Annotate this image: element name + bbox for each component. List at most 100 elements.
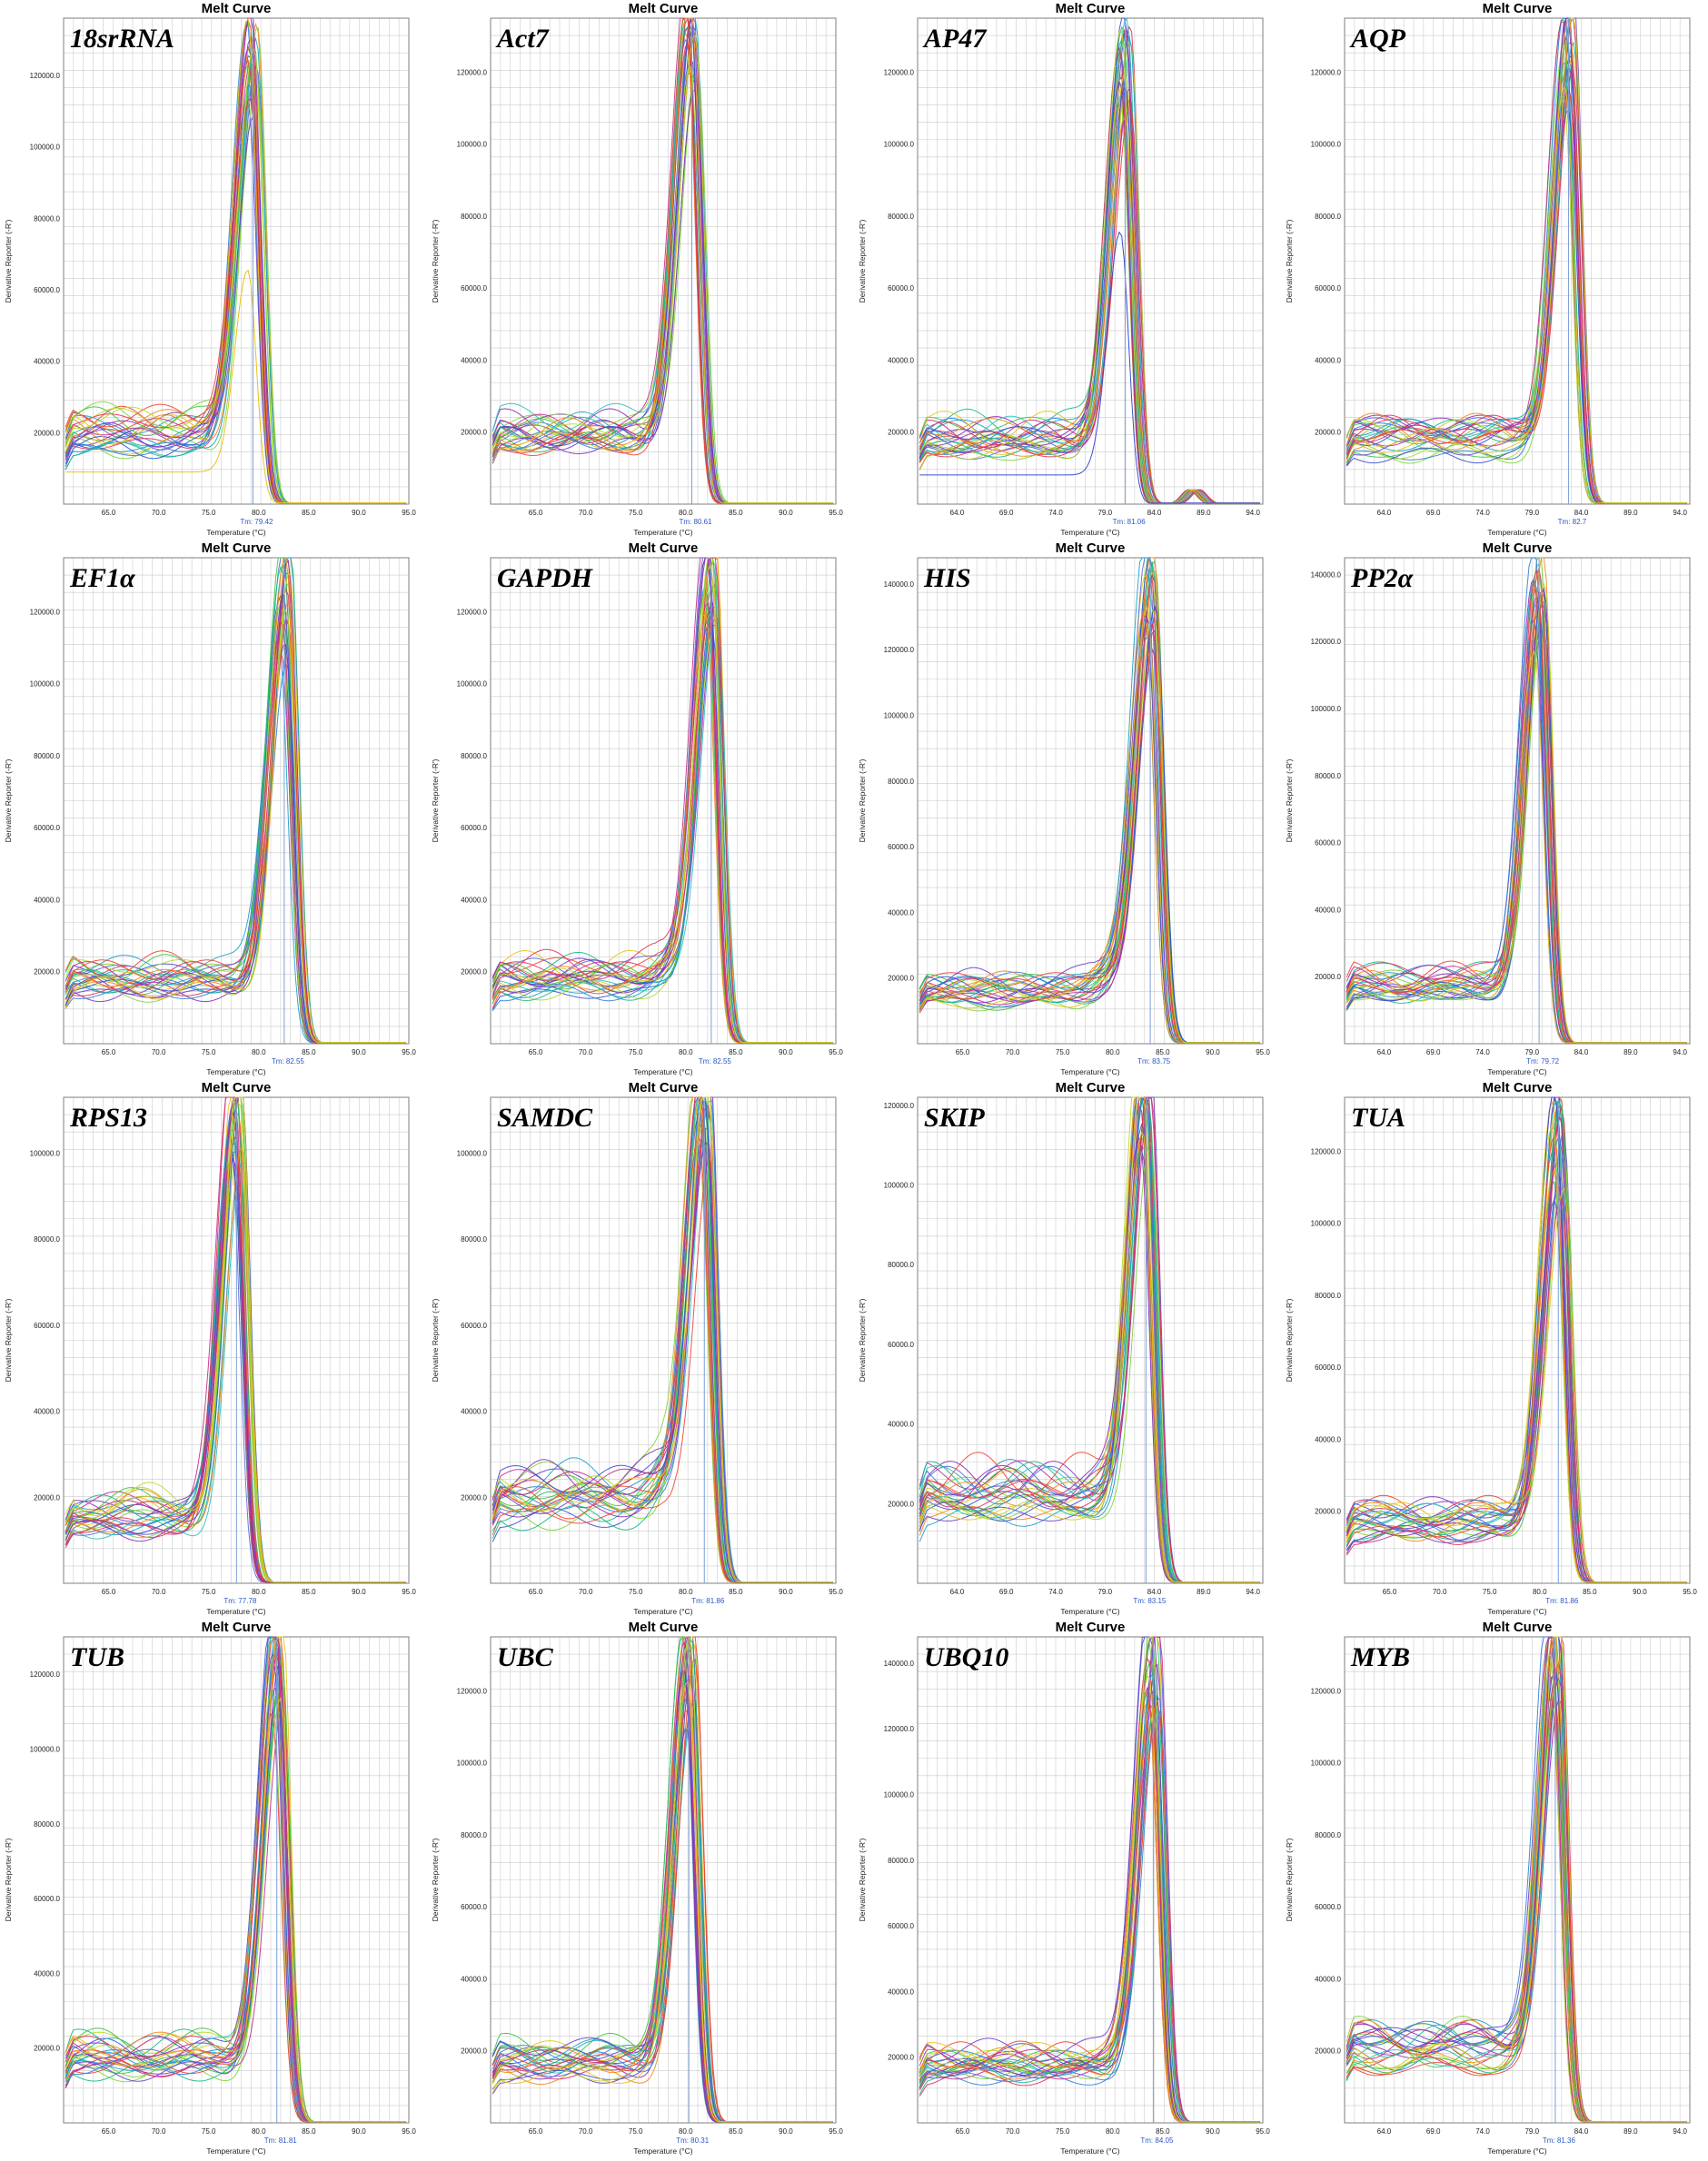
melt-curve bbox=[919, 1686, 1260, 2123]
y-tick-label: 60000.0 bbox=[461, 1322, 487, 1330]
y-axis-label: Derivative Reporter (-R') bbox=[431, 1838, 440, 1921]
melt-curve bbox=[919, 557, 1260, 1044]
chart-title: Melt Curve bbox=[629, 1080, 699, 1095]
plot-frame bbox=[63, 17, 410, 505]
melt-curve bbox=[492, 1636, 833, 2123]
melt-curve bbox=[492, 30, 833, 504]
tm-label: Tm: 83.75 bbox=[1137, 1057, 1171, 1066]
y-tick-label: 140000.0 bbox=[1311, 570, 1342, 579]
y-tick-label: 40000.0 bbox=[461, 1408, 487, 1416]
y-tick-label: 20000.0 bbox=[34, 968, 60, 976]
melt-curve-panel: Melt Curve 18srRNA 20000.0 40000.0 60000.0 80… bbox=[0, 0, 427, 540]
y-tick-label: 120000.0 bbox=[457, 1687, 488, 1695]
y-tick-label: 80000.0 bbox=[461, 752, 487, 760]
x-axis-label: Temperature (°C) bbox=[206, 528, 265, 537]
melt-curve bbox=[492, 557, 833, 1044]
x-tick-label: 64.0 bbox=[1377, 1048, 1392, 1056]
plot-frame bbox=[490, 17, 837, 505]
x-tick-label: 70.0 bbox=[152, 1588, 166, 1596]
tm-label: Tm: 81.36 bbox=[1543, 2136, 1576, 2145]
y-tick-label: 20000.0 bbox=[461, 2047, 487, 2056]
x-axis-label: Temperature (°C) bbox=[1060, 1067, 1119, 1076]
x-tick-label: 74.0 bbox=[1048, 509, 1063, 517]
y-tick-label: 80000.0 bbox=[888, 1857, 914, 1865]
melt-curve bbox=[492, 582, 833, 1044]
x-tick-label: 85.0 bbox=[302, 509, 316, 517]
y-tick-label: 80000.0 bbox=[34, 752, 60, 760]
y-tick-label: 80000.0 bbox=[888, 1261, 914, 1269]
chart-title: Melt Curve bbox=[629, 1620, 699, 1635]
y-tick-label: 120000.0 bbox=[884, 68, 915, 76]
x-tick-label: 65.0 bbox=[529, 1048, 543, 1056]
x-axis-label: Temperature (°C) bbox=[206, 1067, 265, 1076]
x-axis-label: Temperature (°C) bbox=[1487, 528, 1546, 537]
x-tick-label: 65.0 bbox=[529, 2127, 543, 2136]
curve-group bbox=[492, 17, 833, 504]
melt-curve bbox=[919, 1119, 1260, 1583]
y-tick-label: 100000.0 bbox=[457, 1760, 488, 1768]
melt-curve-chart: Melt Curve TUA 20000.0 40000.0 60000.0 80000.… bbox=[1285, 1080, 1697, 1616]
y-tick-label: 20000.0 bbox=[1315, 1508, 1341, 1516]
melt-curve bbox=[919, 86, 1260, 504]
x-axis-label: Temperature (°C) bbox=[633, 1067, 692, 1076]
plot-frame bbox=[1344, 1636, 1691, 2124]
tm-label: Tm: 82.55 bbox=[272, 1057, 305, 1066]
gene-label: HIS bbox=[923, 563, 971, 593]
melt-curve bbox=[1346, 1704, 1687, 2123]
gene-label: TUB bbox=[70, 1642, 124, 1672]
y-tick-label: 80000.0 bbox=[34, 1235, 60, 1244]
melt-curve bbox=[919, 51, 1260, 504]
chart-title: Melt Curve bbox=[202, 1080, 272, 1095]
melt-curve bbox=[492, 30, 833, 504]
melt-curve bbox=[919, 1643, 1260, 2123]
y-tick-label: 60000.0 bbox=[34, 824, 60, 832]
melt-curve bbox=[65, 1636, 406, 2123]
y-tick-label: 40000.0 bbox=[34, 1408, 60, 1416]
tm-label: Tm: 81.86 bbox=[691, 1597, 725, 1605]
x-tick-label: 69.0 bbox=[1426, 1048, 1441, 1056]
x-tick-label: 75.0 bbox=[202, 509, 216, 517]
x-tick-label: 79.0 bbox=[1524, 2127, 1539, 2136]
y-tick-label: 60000.0 bbox=[1315, 1363, 1341, 1372]
y-tick-label: 60000.0 bbox=[1315, 839, 1341, 848]
x-tick-label: 75.0 bbox=[629, 509, 643, 517]
melt-curve bbox=[919, 1636, 1260, 2123]
y-tick-label: 80000.0 bbox=[34, 214, 60, 223]
x-tick-label: 89.0 bbox=[1624, 509, 1638, 517]
plot-frame bbox=[490, 1096, 837, 1584]
melt-curve bbox=[65, 1636, 406, 2123]
x-tick-label: 95.0 bbox=[829, 1588, 843, 1596]
x-tick-label: 70.0 bbox=[579, 509, 593, 517]
melt-curve bbox=[492, 1141, 833, 1583]
melt-curve bbox=[1346, 1123, 1687, 1583]
melt-curve bbox=[919, 560, 1260, 1044]
melt-curve bbox=[65, 26, 406, 504]
x-tick-label: 70.0 bbox=[1433, 1588, 1447, 1596]
melt-curve-panel: Melt Curve SKIP 20000.0 40000.0 60000.0 80000… bbox=[854, 1079, 1281, 1619]
y-tick-label: 60000.0 bbox=[888, 1922, 914, 1930]
y-tick-label: 100000.0 bbox=[457, 1150, 488, 1158]
chart-title: Melt Curve bbox=[1056, 1620, 1126, 1635]
melt-curve bbox=[65, 1636, 406, 2123]
y-axis-label: Derivative Reporter (-R') bbox=[858, 1838, 867, 1921]
tm-label: Tm: 79.72 bbox=[1526, 1057, 1560, 1066]
y-tick-label: 120000.0 bbox=[1311, 638, 1342, 646]
y-tick-label: 60000.0 bbox=[34, 286, 60, 294]
gene-label: TUA bbox=[1351, 1103, 1405, 1133]
y-tick-label: 100000.0 bbox=[30, 1150, 61, 1158]
y-tick-label: 80000.0 bbox=[461, 1235, 487, 1244]
gene-label: PP2α bbox=[1350, 563, 1414, 593]
y-tick-label: 140000.0 bbox=[884, 580, 915, 589]
curve-group bbox=[919, 1095, 1260, 1583]
y-tick-label: 60000.0 bbox=[461, 284, 487, 292]
x-tick-label: 85.0 bbox=[302, 1588, 316, 1596]
y-tick-label: 120000.0 bbox=[884, 1102, 915, 1110]
y-tick-label: 80000.0 bbox=[1315, 213, 1341, 221]
plot-frame bbox=[917, 1636, 1264, 2124]
x-tick-label: 95.0 bbox=[1683, 1588, 1697, 1596]
x-tick-label: 70.0 bbox=[152, 1048, 166, 1056]
melt-curve bbox=[1346, 55, 1687, 504]
y-tick-label: 120000.0 bbox=[30, 72, 61, 80]
x-tick-label: 85.0 bbox=[1156, 1048, 1170, 1056]
x-tick-label: 74.0 bbox=[1475, 509, 1490, 517]
